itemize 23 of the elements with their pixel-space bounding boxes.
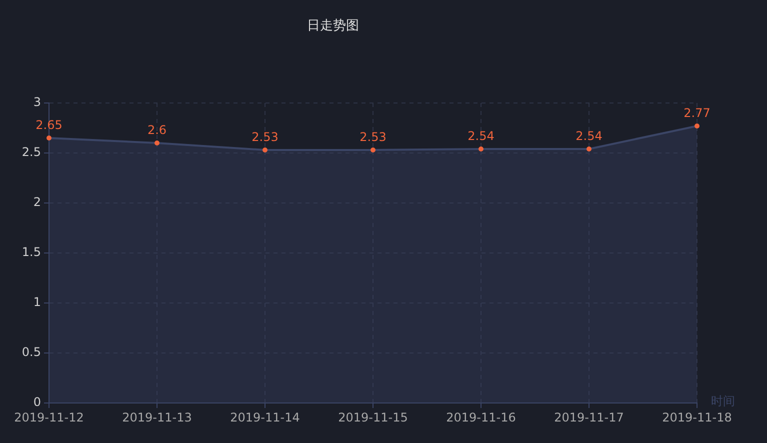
x-tick-label: 2019-11-18 (662, 410, 732, 424)
x-tick-label: 2019-11-13 (122, 410, 192, 424)
x-tick-label: 2019-11-12 (14, 410, 84, 424)
x-tick-label: 2019-11-15 (338, 410, 408, 424)
y-tick-label: 0 (33, 395, 41, 410)
data-label: 2.53 (360, 130, 386, 144)
x-tick-label: 2019-11-16 (446, 410, 516, 424)
y-tick-label: 1.5 (22, 245, 41, 260)
data-label: 2.53 (252, 130, 278, 144)
chart-title: 日走势图 (307, 18, 359, 34)
x-tick-label: 2019-11-14 (230, 410, 300, 424)
data-label: 2.54 (576, 129, 602, 144)
y-tick-label: 2 (33, 195, 41, 210)
x-tick-label: 2019-11-17 (554, 410, 624, 424)
y-tick-label: 3 (33, 95, 41, 110)
y-tick-label: 2.5 (22, 145, 41, 160)
y-tick-label: 0.5 (22, 345, 41, 360)
data-label: 2.6 (147, 123, 167, 138)
data-label: 2.77 (684, 106, 710, 120)
data-label: 2.65 (36, 118, 62, 132)
x-axis-title: 时间 (711, 394, 735, 408)
y-tick-label: 1 (33, 295, 41, 310)
data-label: 2.54 (468, 129, 494, 144)
